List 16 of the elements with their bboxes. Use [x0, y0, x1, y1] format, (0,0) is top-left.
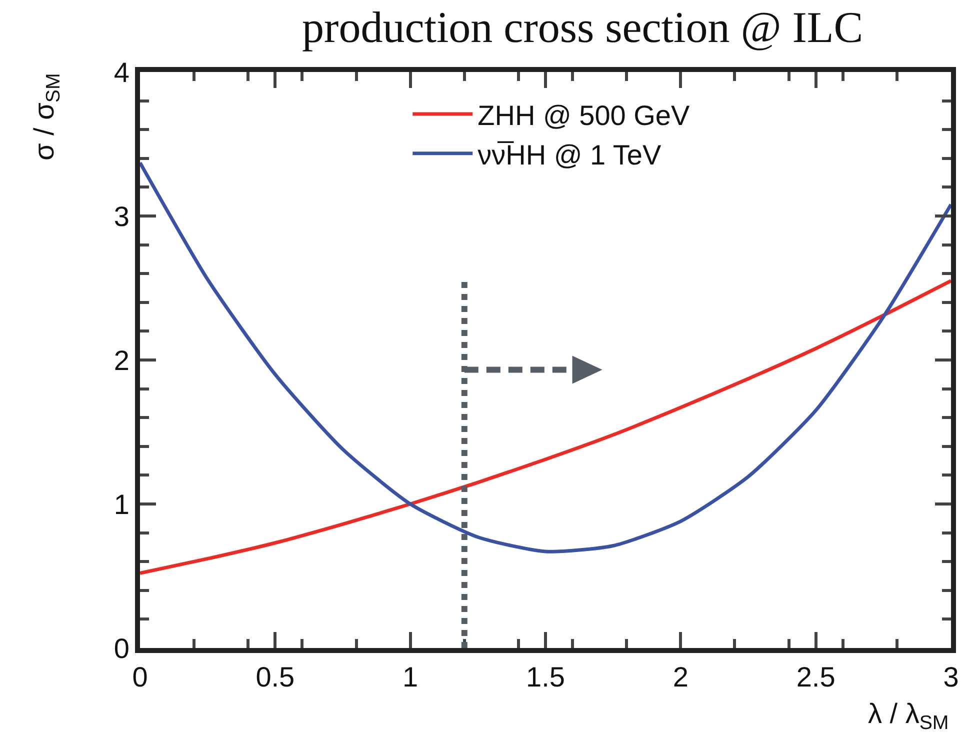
x-tick-label: 1.5	[526, 662, 565, 693]
x-tick-label: 2	[672, 662, 688, 693]
x-tick-label: 2.5	[796, 662, 836, 693]
y-tick-label: 3	[114, 200, 130, 232]
y-tick-label: 0	[114, 632, 130, 664]
y-tick-label: 4	[114, 56, 130, 88]
chart-title: production cross section @ ILC	[302, 2, 864, 52]
x-axis-title: λ / λ$_{SM}$	[868, 698, 949, 734]
legend-label: ZHH @ 500 GeV	[478, 100, 690, 131]
legend-label: νν̅HH @ 1 TeV	[478, 139, 662, 170]
x-tick-label: 1	[402, 662, 418, 693]
x-tick-label: 0.5	[256, 662, 295, 693]
y-tick-label: 1	[114, 488, 130, 520]
x-tick-label: 3	[943, 662, 959, 693]
y-tick-label: 2	[114, 344, 130, 376]
line-series	[140, 279, 951, 575]
